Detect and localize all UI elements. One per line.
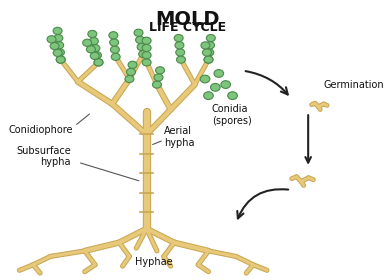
Text: Subsurface
hypha: Subsurface hypha (16, 146, 71, 167)
Circle shape (206, 34, 215, 42)
Circle shape (56, 56, 65, 63)
Circle shape (201, 42, 210, 49)
Circle shape (83, 39, 92, 46)
Circle shape (156, 67, 165, 74)
Text: Conidia
(spores): Conidia (spores) (212, 104, 252, 125)
Circle shape (54, 34, 63, 42)
Circle shape (55, 49, 64, 56)
Circle shape (211, 83, 220, 91)
Circle shape (205, 49, 214, 56)
Circle shape (177, 56, 186, 63)
Text: Conidiophore: Conidiophore (8, 125, 73, 135)
Circle shape (94, 59, 103, 66)
Text: MOLD: MOLD (156, 10, 220, 29)
Circle shape (154, 74, 163, 81)
Circle shape (152, 81, 161, 88)
Circle shape (134, 29, 143, 36)
Circle shape (136, 36, 145, 43)
Circle shape (53, 27, 62, 34)
Circle shape (200, 75, 210, 83)
Circle shape (142, 59, 151, 66)
Circle shape (125, 75, 134, 83)
Circle shape (47, 36, 56, 43)
Circle shape (53, 49, 62, 57)
Circle shape (142, 52, 151, 59)
Text: Germination: Germination (324, 80, 384, 90)
Circle shape (88, 31, 97, 38)
Text: Aerial
hypha: Aerial hypha (164, 127, 194, 148)
Circle shape (214, 70, 223, 77)
Circle shape (91, 45, 100, 52)
Circle shape (55, 42, 64, 49)
Text: Hyphae: Hyphae (135, 257, 172, 267)
Circle shape (204, 92, 213, 99)
Circle shape (128, 61, 137, 68)
Circle shape (110, 46, 119, 53)
Circle shape (111, 53, 120, 60)
Circle shape (110, 39, 119, 46)
Circle shape (109, 32, 118, 39)
Circle shape (174, 34, 183, 42)
Circle shape (126, 68, 135, 76)
Circle shape (221, 81, 230, 88)
Circle shape (92, 52, 101, 59)
Circle shape (94, 59, 103, 66)
Circle shape (50, 43, 59, 50)
Text: LIFE CYCLE: LIFE CYCLE (149, 21, 227, 34)
FancyArrowPatch shape (237, 189, 288, 218)
Circle shape (56, 56, 65, 63)
Circle shape (202, 49, 211, 56)
FancyArrowPatch shape (246, 71, 288, 94)
Circle shape (90, 52, 99, 59)
Circle shape (139, 50, 148, 58)
Circle shape (204, 56, 213, 63)
Circle shape (206, 42, 214, 49)
Circle shape (89, 38, 98, 45)
Circle shape (142, 44, 151, 52)
Circle shape (142, 37, 151, 44)
Circle shape (228, 92, 238, 99)
Circle shape (176, 49, 185, 56)
Circle shape (87, 46, 96, 53)
Circle shape (175, 42, 184, 49)
Circle shape (204, 56, 213, 63)
Circle shape (137, 43, 146, 51)
